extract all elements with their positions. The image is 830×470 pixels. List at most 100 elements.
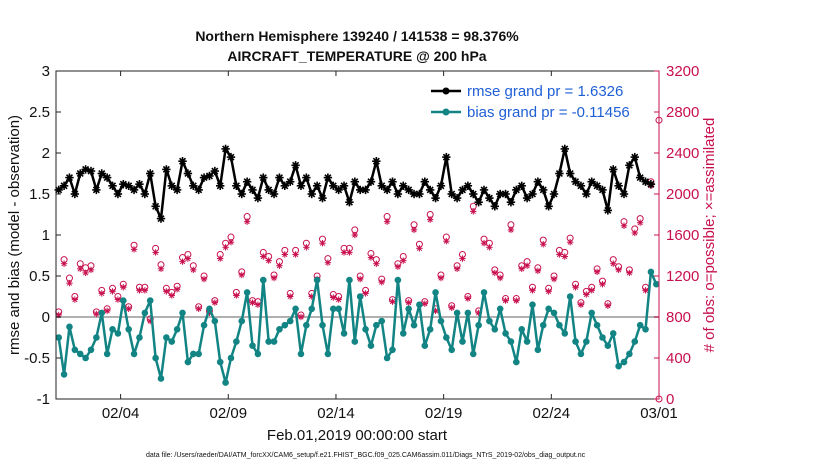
- y-tick-right-label: 400: [666, 350, 691, 367]
- bias-point: [496, 305, 504, 313]
- rmse-point-star: [625, 161, 634, 170]
- obs-assimilated-point: [292, 251, 299, 258]
- rmse-point-star: [242, 177, 252, 186]
- rmse-point-star: [382, 185, 392, 195]
- obs-assimilated-point: [238, 271, 245, 279]
- bias-point: [265, 338, 272, 345]
- rmse-point-star: [59, 181, 69, 190]
- bias-point: [593, 321, 601, 329]
- rmse-point-star: [296, 181, 306, 190]
- obs-assimilated-point: [71, 296, 79, 303]
- obs-assimilated-point: [496, 274, 504, 282]
- obs-assimilated-point: [120, 284, 127, 291]
- bias-point: [243, 289, 251, 296]
- bias-point: [378, 317, 386, 325]
- rmse-point-star: [635, 173, 645, 182]
- bias-point: [620, 358, 628, 366]
- rmse-point-star: [140, 189, 150, 199]
- bias-point: [443, 334, 450, 341]
- bias-point: [189, 350, 197, 358]
- obs-assimilated-point: [389, 298, 396, 305]
- bias-point: [98, 309, 106, 317]
- rmse-point-star: [598, 185, 607, 195]
- obs-assimilated-point: [383, 218, 391, 225]
- bias-point: [136, 334, 143, 341]
- bias-point: [448, 346, 456, 354]
- bias-point: [173, 326, 181, 333]
- bias-point: [152, 354, 159, 362]
- obs-assimilated-point: [556, 251, 563, 258]
- obs-assimilated-point: [82, 269, 89, 277]
- rmse-point-star: [334, 185, 343, 195]
- rmse-point-star: [156, 214, 166, 223]
- bias-point: [308, 305, 316, 313]
- rmse-point-star: [329, 181, 338, 190]
- rmse-point-star: [318, 193, 327, 203]
- rmse-point-star: [366, 177, 376, 186]
- obs-assimilated-point: [486, 244, 493, 251]
- legend-rmse-label: rmse grand pr = 1.6326: [467, 83, 623, 100]
- obs-assimilated-point: [593, 268, 601, 276]
- bias-point: [373, 321, 380, 329]
- rmse-point-star: [205, 171, 214, 181]
- obs-assimilated-point: [281, 251, 289, 258]
- bias-point: [647, 268, 655, 276]
- bias-point: [421, 342, 429, 350]
- bias-point: [480, 289, 488, 296]
- rmse-point-star: [162, 165, 171, 174]
- rmse-point-star: [420, 177, 429, 186]
- obs-assimilated-point: [491, 269, 498, 277]
- obs-assimilated-point: [470, 208, 477, 215]
- rmse-point-star: [135, 179, 144, 189]
- bias-point: [66, 323, 73, 331]
- bias-point: [259, 276, 267, 284]
- bias-point: [437, 317, 445, 325]
- rmse-point-star: [539, 185, 548, 195]
- rmse-point-star: [124, 181, 133, 190]
- bias-point: [539, 321, 547, 329]
- rmse-point-star: [167, 181, 176, 190]
- bias-point: [588, 309, 596, 317]
- rmse-point-star: [345, 198, 354, 207]
- bias-point: [491, 326, 499, 333]
- obs-assimilated-point: [195, 305, 202, 312]
- bias-point: [636, 321, 644, 329]
- y-tick-left-label: 3: [42, 63, 50, 80]
- y-axis-right-label: # of obs: o=possible; ×=assimilated: [701, 118, 718, 353]
- obs-assimilated-point: [340, 249, 348, 256]
- rmse-point-star: [210, 166, 220, 176]
- bias-point: [276, 326, 283, 333]
- rmse-point-star: [587, 177, 596, 186]
- obs-assimilated-point: [636, 219, 644, 226]
- obs-assimilated-point: [60, 260, 68, 267]
- bias-point: [211, 317, 219, 325]
- x-tick-label: 02/19: [425, 405, 463, 422]
- rmse-point-star: [129, 185, 139, 195]
- rmse-point-star: [372, 157, 381, 166]
- rmse-point-star: [183, 169, 193, 178]
- obs-assimilated-point: [356, 275, 364, 283]
- bias-point: [233, 338, 240, 345]
- bias-point: [631, 338, 639, 345]
- obs-assimilated-point: [453, 265, 461, 273]
- obs-assimilated-point: [243, 218, 251, 225]
- obs-assimilated-point: [66, 279, 73, 287]
- bias-point: [206, 305, 213, 313]
- bias-point: [626, 350, 633, 358]
- footer-data-file: data file: /Users/raeder/DAI/ATM_forcXX/…: [146, 452, 586, 459]
- bias-point: [114, 330, 122, 337]
- rmse-point-star: [280, 181, 290, 190]
- bias-point: [184, 358, 192, 366]
- obs-assimilated-point: [448, 304, 455, 311]
- obs-assimilated-point: [480, 240, 488, 247]
- rmse-point-star: [404, 185, 413, 195]
- bias-point: [76, 350, 84, 358]
- rmse-point-star: [302, 173, 311, 182]
- bias-point: [405, 305, 412, 313]
- bias-point: [249, 342, 256, 350]
- bias-point: [351, 338, 359, 345]
- obs-assimilated-point: [227, 238, 235, 246]
- y-tick-left-label: 0.5: [29, 268, 50, 285]
- rmse-point-star: [431, 193, 440, 203]
- x-tick-label: 02/14: [317, 405, 355, 422]
